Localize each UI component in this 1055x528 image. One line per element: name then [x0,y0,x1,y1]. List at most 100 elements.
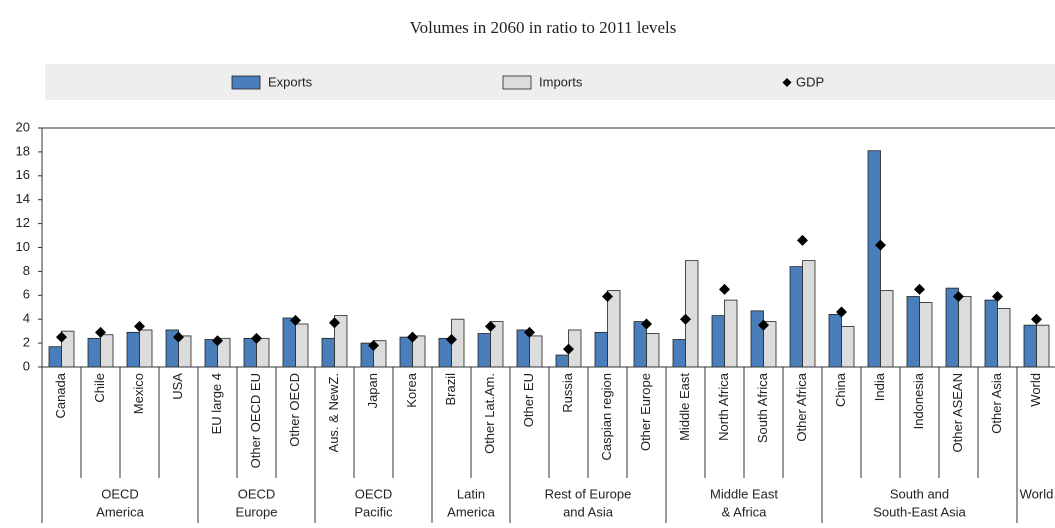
group-label: Europe [236,504,278,519]
y-tick-label: 16 [16,167,30,182]
bar [789,266,803,368]
group-label: Latin [457,486,485,501]
x-tick-label: India [872,372,887,401]
bar [724,299,738,368]
bar [841,325,855,368]
bar [555,354,569,368]
x-tick-label: Other ASEAN [950,373,965,452]
y-tick-label: 2 [23,335,30,350]
group-label: America [96,504,144,519]
gdp-marker [251,332,262,344]
x-tick-label: EU large 4 [209,373,224,434]
gdp-marker [134,320,145,332]
gdp-marker [797,234,808,246]
y-tick-label: 10 [16,239,30,254]
bar [906,296,920,368]
x-tick-label: North Africa [716,372,731,441]
x-tick-label: Other Asia [989,372,1004,433]
legend-label: Imports [539,74,583,89]
x-tick-label: Other EU [521,373,536,427]
bar [685,260,699,368]
group-label: and Asia [563,504,614,519]
bar [126,331,140,368]
bar [750,310,764,368]
gdp-marker [95,326,106,338]
gdp-marker [1031,313,1042,325]
x-tick-label: China [833,372,848,407]
y-tick-label: 0 [23,358,30,373]
bar [880,290,894,368]
x-tick-label: Middle East [677,373,692,441]
gdp-marker [563,343,574,355]
bar [711,315,725,368]
gdp-marker [485,320,496,332]
x-tick-label: South Africa [755,372,770,443]
x-tick-label: Korea [404,372,419,407]
x-tick-label: Brazil [443,373,458,406]
group-label: OECD [238,486,276,501]
x-tick-label: USA [170,373,185,400]
bar [477,333,491,368]
x-tick-label: Other OECD EU [248,373,263,468]
gdp-marker [914,283,925,295]
bar [243,337,257,368]
y-tick-label: 4 [23,311,30,326]
x-tick-label: Other Europe [638,373,653,451]
legend-swatch [502,75,532,90]
x-tick-label: World [1028,373,1043,407]
group-label: OECD [101,486,139,501]
x-tick-label: Other Africa [794,372,809,441]
bar [607,290,621,368]
x-tick-label: Japan [365,373,380,408]
group-label: South-East Asia [873,504,966,519]
bar [802,260,816,368]
group-label: Pacific [354,504,393,519]
bar [321,337,335,368]
gdp-marker [641,318,652,330]
y-tick-label: 14 [16,191,30,206]
group-label: South and [890,486,949,501]
gdp-marker [602,290,613,302]
bar [867,150,881,368]
bar [529,335,543,368]
x-tick-label: Canada [53,372,68,418]
gdp-marker [173,331,184,343]
gdp-marker [836,306,847,318]
x-tick-label: Aus. & NewZ. [326,373,341,452]
gdp-marker [953,290,964,302]
group-label: & Africa [722,504,768,519]
x-tick-label: Other OECD [287,373,302,447]
gdp-marker [446,334,457,346]
bar [958,296,972,368]
bar [282,317,296,368]
bar [256,337,270,368]
x-tick-label: Russia [560,372,575,413]
group-label: Rest of Europe [545,486,632,501]
y-tick-label: 12 [16,215,30,230]
bar [48,346,62,368]
x-tick-label: Mexico [131,373,146,414]
x-tick-label: Indonesia [911,372,926,429]
gdp-marker [719,283,730,295]
x-tick-label: Other Lat.Am. [482,373,497,454]
bar [399,336,413,368]
group-label: America [447,504,495,519]
legend-swatch [231,75,261,90]
bar [139,329,153,368]
gdp-marker [680,313,691,325]
chart-title: Volumes in 2060 in ratio to 2011 levels [410,18,677,37]
gdp-marker [992,290,1003,302]
gdp-marker [407,331,418,343]
x-tick-label: Caspian region [599,373,614,460]
y-tick-label: 18 [16,143,30,158]
y-tick-label: 6 [23,287,30,302]
bar [919,302,933,368]
bar [997,308,1011,368]
gdp-marker [875,239,886,251]
bar [633,321,647,368]
gdp-marker [368,339,379,351]
group-label: OECD [355,486,393,501]
bar [87,337,101,368]
